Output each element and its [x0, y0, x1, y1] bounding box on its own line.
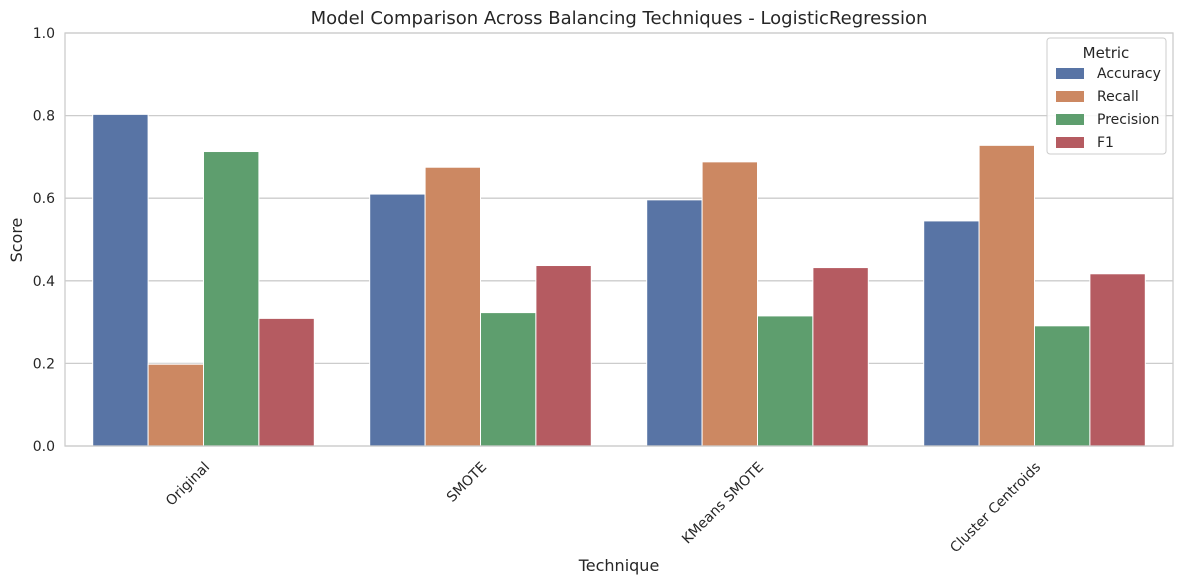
x-axis-label: Technique	[578, 556, 660, 575]
y-tick-label: 0.0	[33, 439, 55, 455]
plot-frame	[64, 32, 1174, 447]
bars	[92, 113, 1146, 447]
legend-items: Accuracy Recall Precision F1	[1056, 66, 1161, 151]
x-tick-label: Original	[163, 459, 213, 509]
y-tick-labels: 0.0 0.2 0.4 0.6 0.8 1.0	[33, 26, 55, 455]
chart-title: Model Comparison Across Balancing Techni…	[311, 8, 928, 29]
bar-f1-smote	[535, 265, 592, 447]
legend-swatch-precision	[1056, 114, 1084, 125]
x-tick-label: KMeans SMOTE	[679, 459, 767, 547]
bar-precision-kmeans-smote	[757, 315, 814, 447]
legend-swatch-f1	[1056, 137, 1084, 148]
bar-accuracy-smote	[369, 193, 426, 447]
legend-swatch-accuracy	[1056, 68, 1084, 79]
y-tick-label: 0.4	[33, 274, 55, 290]
legend-label-recall: Recall	[1097, 89, 1139, 105]
x-tick-label: SMOTE	[444, 459, 490, 505]
bar-f1-kmeans-smote	[812, 267, 869, 447]
bar-f1-original	[258, 317, 315, 447]
bar-accuracy-cluster-centroids	[923, 220, 980, 447]
bar-f1-cluster-centroids	[1089, 273, 1146, 447]
y-tick-label: 0.6	[33, 191, 55, 207]
x-tick-label: Cluster Centroids	[947, 459, 1044, 556]
y-tick-label: 0.8	[33, 109, 55, 125]
legend-title: Metric	[1083, 44, 1130, 62]
legend: Metric Accuracy Recall Precision F1	[1046, 37, 1167, 155]
bar-precision-cluster-centroids	[1034, 325, 1091, 447]
bar-precision-smote	[480, 312, 537, 447]
y-tick-label: 1.0	[33, 26, 55, 42]
bar-recall-original	[147, 363, 205, 447]
bar-recall-cluster-centroids	[978, 144, 1035, 447]
bar-recall-kmeans-smote	[701, 161, 758, 447]
legend-label-accuracy: Accuracy	[1097, 66, 1161, 82]
bar-recall-smote	[424, 166, 482, 447]
y-tick-label: 0.2	[33, 356, 55, 372]
bar-precision-original	[203, 151, 260, 447]
bar-accuracy-original	[92, 113, 149, 447]
legend-label-precision: Precision	[1097, 112, 1159, 128]
legend-swatch-recall	[1056, 91, 1084, 102]
x-tick-labels: Original SMOTE KMeans SMOTE Cluster Centroi…	[163, 459, 1044, 556]
bar-accuracy-kmeans-smote	[646, 199, 703, 447]
y-axis-label: Score	[7, 218, 26, 263]
legend-label-f1: F1	[1097, 135, 1114, 151]
